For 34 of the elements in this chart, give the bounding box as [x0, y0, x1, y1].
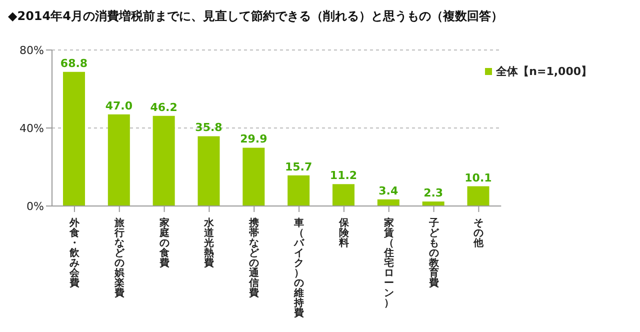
y-tick-label: 0% [26, 200, 44, 213]
bar [108, 114, 130, 206]
text: 29.9 [240, 132, 268, 146]
text: 46.2 [150, 100, 178, 114]
y-tick-label: 80% [20, 44, 44, 57]
x-tick-label: 子どもの教育費 [428, 217, 440, 289]
bar [332, 184, 354, 206]
x-tick-label: 旅行などの娯楽費 [113, 217, 126, 299]
category-label: 家賃（住宅ローン） [384, 218, 394, 309]
x-tick-label: 保険料 [338, 217, 350, 249]
bar [467, 186, 490, 206]
chart-title: ◆2014年4月の消費増税前までに、見直して節約できる（削れる）と思うもの（複数回答） [8, 8, 504, 25]
bar [288, 175, 310, 206]
x-tick-label: 外食・飲み会費 [68, 217, 80, 289]
x-tick-label: 水道光熱費 [203, 217, 216, 269]
bar [242, 148, 265, 206]
bar [198, 136, 220, 206]
bar [63, 72, 85, 206]
x-tick-label: 家庭の食費 [158, 217, 170, 269]
category-label: 車（バイク）の維持費 [294, 218, 304, 319]
text: 2.3 [424, 186, 444, 200]
bar [152, 116, 175, 206]
x-tick-label: その他 [472, 218, 485, 249]
text: 35.8 [195, 121, 222, 134]
text: 11.2 [330, 169, 358, 182]
text: 15.7 [285, 160, 312, 174]
text: 68.8 [60, 56, 88, 70]
bar [377, 199, 400, 206]
text: 10.1 [464, 171, 492, 184]
text: 3.4 [378, 184, 398, 198]
y-tick-label: 40% [20, 122, 44, 135]
legend-label: 全体【n=1,000】 [496, 65, 592, 78]
text: 47.0 [105, 99, 132, 112]
x-tick-label: 携帯などの通信費 [248, 217, 260, 299]
